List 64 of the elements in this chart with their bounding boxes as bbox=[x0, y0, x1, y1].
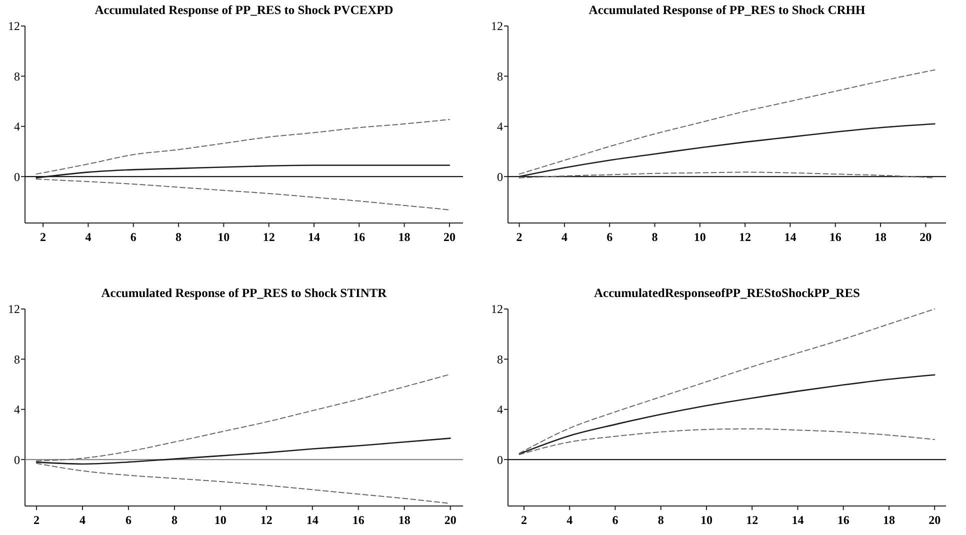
x-tick-label: 18 bbox=[874, 230, 887, 244]
x-tick-label: 10 bbox=[700, 513, 712, 527]
line-series bbox=[36, 118, 450, 175]
x-tick-label: 16 bbox=[352, 513, 364, 527]
y-tick-label: 8 bbox=[14, 69, 20, 84]
y-tick-label: 12 bbox=[491, 19, 503, 34]
y-tick-label: 4 bbox=[497, 402, 503, 417]
x-tick-label: 16 bbox=[829, 230, 842, 244]
x-tick-label: 10 bbox=[214, 513, 226, 527]
x-tick-label: 2 bbox=[516, 230, 522, 244]
chart-title: Accumulated Response of PP_RES to Shock PVCEXPD bbox=[94, 3, 394, 17]
x-tick-label: 20 bbox=[920, 230, 932, 244]
x-tick-label: 16 bbox=[353, 230, 366, 244]
x-tick-label: 4 bbox=[85, 230, 92, 244]
x-tick-label: 18 bbox=[882, 513, 895, 527]
x-tick-label: 8 bbox=[171, 513, 178, 527]
y-tick-label: 0 bbox=[14, 452, 20, 467]
line-series bbox=[36, 178, 450, 210]
line-series bbox=[36, 438, 452, 465]
x-tick-label: 8 bbox=[176, 230, 182, 244]
x-tick-label: 14 bbox=[792, 513, 804, 527]
chart-title: Accumulated Response of PP_RES to Shock STINTR bbox=[101, 286, 388, 300]
x-tick-label: 10 bbox=[694, 230, 706, 244]
y-tick-label: 0 bbox=[14, 170, 20, 184]
x-tick-label: 6 bbox=[612, 513, 618, 527]
x-tick-label: 12 bbox=[746, 513, 758, 527]
x-tick-label: 16 bbox=[837, 513, 850, 527]
x-tick-label: 8 bbox=[652, 230, 658, 244]
x-tick-label: 4 bbox=[561, 230, 568, 244]
y-tick-label: 0 bbox=[497, 170, 503, 184]
x-tick-label: 14 bbox=[306, 513, 318, 527]
x-tick-label: 6 bbox=[130, 230, 136, 244]
y-tick-label: 8 bbox=[497, 352, 503, 366]
x-tick-label: 20 bbox=[444, 513, 456, 527]
x-tick-label: 2 bbox=[33, 513, 40, 527]
y-tick-label: 12 bbox=[491, 302, 503, 316]
x-tick-label: 4 bbox=[566, 513, 573, 527]
x-tick-label: 18 bbox=[398, 513, 410, 527]
x-tick-label: 20 bbox=[443, 230, 456, 244]
x-tick-label: 14 bbox=[308, 230, 320, 244]
y-tick-label: 4 bbox=[14, 120, 20, 134]
y-tick-label: 4 bbox=[497, 120, 503, 134]
y-tick-label: 8 bbox=[14, 352, 20, 366]
line-series bbox=[518, 69, 936, 175]
x-tick-label: 20 bbox=[928, 513, 941, 527]
x-tick-label: 18 bbox=[398, 230, 410, 244]
chart-title: AccumulatedResponseofPP_REStoShockPP_RES bbox=[594, 286, 860, 300]
chart-title: Accumulated Response of PP_RES to Shock CRHH bbox=[588, 3, 866, 17]
x-tick-label: 2 bbox=[520, 513, 527, 527]
y-tick-label: 12 bbox=[8, 19, 20, 34]
x-tick-label: 12 bbox=[260, 513, 272, 527]
x-tick-label: 4 bbox=[79, 513, 86, 527]
x-tick-label: 10 bbox=[218, 230, 230, 244]
x-tick-label: 14 bbox=[784, 230, 796, 244]
x-tick-label: 8 bbox=[658, 513, 664, 527]
x-tick-label: 2 bbox=[40, 230, 46, 244]
y-tick-label: 4 bbox=[14, 402, 20, 417]
y-tick-label: 8 bbox=[497, 69, 503, 84]
y-tick-label: 12 bbox=[8, 302, 20, 316]
x-tick-label: 6 bbox=[606, 230, 613, 244]
y-tick-label: 0 bbox=[497, 452, 503, 467]
x-tick-label: 12 bbox=[739, 230, 752, 244]
x-tick-label: 6 bbox=[125, 513, 132, 527]
x-tick-label: 12 bbox=[262, 230, 275, 244]
